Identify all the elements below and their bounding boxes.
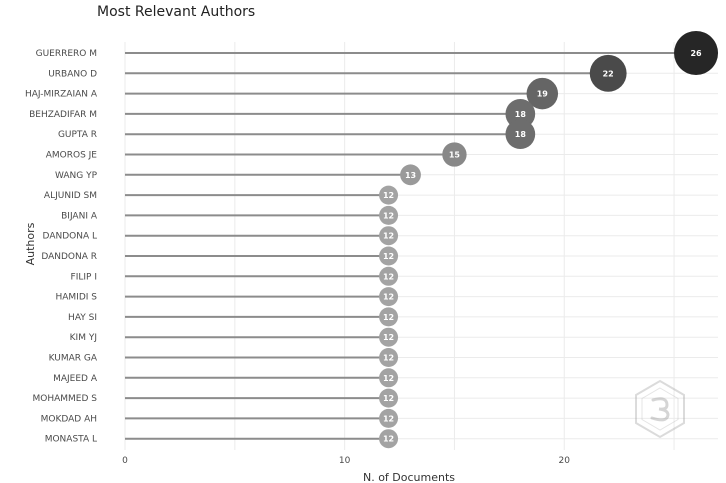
y-tick-label: MOKDAD AH: [41, 414, 97, 424]
lollipop-bubble: [526, 77, 559, 110]
y-tick-labels: GUERRERO M URBANO D HAJ-MIRZAIAN A BEHZADIF…: [25, 49, 98, 445]
bubbles-layer: 26 22 19 18 18 15 13 12 12 12 12 12 12 12 12 12 12 12 12 12: [379, 31, 719, 449]
lollipop-bubble: [442, 142, 467, 167]
y-tick-label: MAJEED A: [53, 374, 98, 384]
grid-layer: [124, 42, 718, 450]
lollipop-bubble: [379, 408, 399, 428]
y-tick-label: FILIP I: [71, 272, 97, 282]
y-tick-label: BEHZADIFAR M: [29, 110, 97, 120]
lollipop-bubble: [505, 119, 536, 150]
lollipop-bubble: [379, 429, 399, 449]
x-tick-label: 10: [339, 456, 351, 466]
bubble-value-label: 12: [383, 232, 394, 241]
lollipop-bubble: [379, 307, 399, 327]
lollipop-bubble: [379, 388, 399, 408]
y-tick-label: HAJ-MIRZAIAN A: [25, 90, 98, 100]
bubble-value-label: 19: [537, 90, 549, 99]
bubble-value-label: 12: [383, 272, 394, 281]
y-tick-label: MONASTA L: [45, 435, 97, 445]
bubble-value-label: 12: [383, 313, 394, 322]
bubble-value-label: 18: [515, 110, 527, 119]
y-tick-label: KUMAR GA: [49, 354, 98, 364]
lollipop-bubble: [674, 31, 719, 75]
lollipop-bubble: [379, 348, 399, 367]
y-tick-label: ALJUNID SM: [44, 191, 97, 201]
bubble-value-label: 12: [383, 293, 394, 302]
lollipop-bubble: [379, 246, 399, 266]
y-tick-label: MOHAMMED S: [33, 394, 98, 404]
bubble-value-label: 26: [690, 49, 702, 58]
y-tick-label: AMOROS JE: [46, 151, 98, 161]
bubble-value-label: 12: [383, 414, 394, 423]
bubble-value-label: 12: [383, 394, 394, 403]
y-tick-label: GUPTA R: [58, 130, 97, 140]
x-tick-label: 20: [559, 456, 571, 466]
bubble-value-label: 18: [515, 130, 527, 139]
chart-title: Most Relevant Authors: [97, 4, 255, 20]
bubble-value-label: 13: [405, 171, 416, 180]
lollipop-bubble: [379, 226, 399, 246]
stems-layer: [125, 52, 697, 440]
bubble-value-label: 12: [383, 435, 394, 444]
y-tick-label: BIJANI A: [61, 211, 98, 221]
y-tick-label: DANDONA R: [41, 252, 97, 262]
bubble-value-label: 12: [383, 211, 394, 220]
y-tick-label: GUERRERO M: [36, 49, 97, 59]
lollipop-bubble: [379, 185, 399, 205]
x-tick-label: 0: [122, 456, 128, 466]
bubble-value-label: 12: [383, 354, 394, 363]
y-tick-label: URBANO D: [48, 69, 97, 79]
lollipop-bubble: [379, 287, 399, 307]
lollipop-bubble: [589, 54, 627, 92]
lollipop-bubble: [400, 164, 421, 186]
lollipop-bubble: [379, 266, 399, 286]
y-tick-label: DANDONA L: [43, 232, 97, 242]
x-axis-title: N. of Documents: [363, 471, 455, 483]
bubble-value-label: 12: [383, 191, 394, 200]
y-tick-label: HAY SI: [68, 313, 97, 323]
lollipop-bubble: [379, 205, 399, 225]
y-tick-label: WANG YP: [55, 171, 98, 181]
y-axis-title: Authors: [24, 222, 37, 265]
x-tick-labels: 0 10 20: [122, 456, 570, 466]
bubble-value-label: 12: [383, 374, 394, 383]
lollipop-bubble: [379, 368, 399, 388]
bibliometrix-logo-icon: [635, 379, 685, 439]
bubble-value-label: 12: [383, 333, 394, 342]
lollipop-bubble: [379, 327, 399, 347]
y-tick-label: KIM YJ: [70, 333, 97, 343]
y-tick-label: HAMIDI S: [55, 293, 97, 303]
bubble-value-label: 22: [603, 69, 614, 78]
bubble-value-label: 15: [449, 151, 461, 160]
bubble-value-label: 12: [383, 252, 394, 261]
lollipop-bubble: [505, 99, 536, 129]
